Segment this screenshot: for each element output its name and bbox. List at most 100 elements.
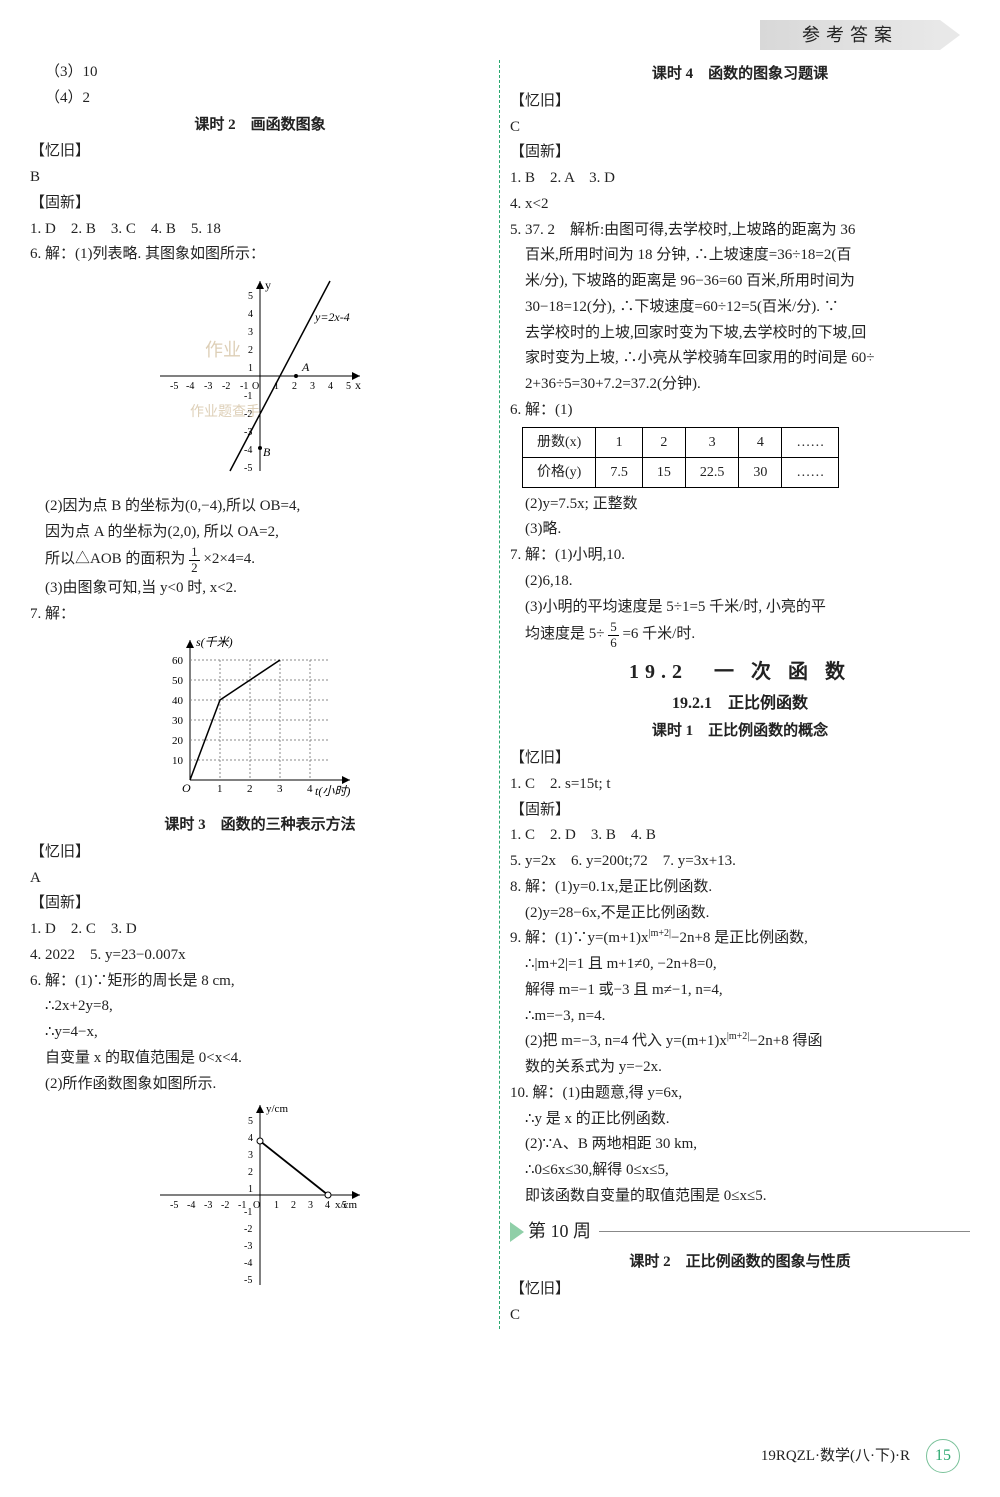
section-19-2-1: 19.2.1 正比例函数 — [510, 691, 970, 717]
lesson4-title: 课时 4 函数的图象习题课 — [510, 62, 970, 87]
page-number: 15 — [926, 1439, 960, 1473]
svg-text:2: 2 — [292, 381, 297, 392]
text-line: 百米,所用时间为 18 分钟, ∴上坡速度=36÷18=2(百 — [510, 243, 970, 268]
axis-label: x — [355, 378, 361, 392]
header-arrow — [940, 20, 960, 50]
svg-text:5: 5 — [248, 291, 253, 302]
svg-text:1: 1 — [274, 1200, 279, 1211]
text-line: 5. 37. 2 解析:由图可得,去学校时,上坡路的距离为 36 — [510, 218, 970, 243]
text-line: (2)所作函数图象如图所示. — [30, 1072, 490, 1097]
svg-text:3: 3 — [248, 327, 253, 338]
svg-text:-4: -4 — [244, 1258, 252, 1269]
header-tab: 参考答案 — [760, 20, 940, 50]
svg-text:2: 2 — [248, 345, 253, 356]
svg-text:O: O — [182, 781, 191, 795]
chart-3: y/cm x/cm -5-4-3 -2-1O 123 45 543 21 -1-… — [30, 1100, 490, 1299]
text-line: 因为点 A 的坐标为(2,0), 所以 OA=2, — [30, 520, 490, 545]
svg-text:1: 1 — [217, 783, 223, 795]
answer-line: 1. C 2. D 3. B 4. B — [510, 823, 970, 848]
svg-text:-3: -3 — [204, 1200, 212, 1211]
text-line: 家时变为上坡, ∴小亮从学校骑车回家用的时间是 60÷ — [510, 346, 970, 371]
lesson2b-title: 课时 2 正比例函数的图象与性质 — [510, 1250, 970, 1275]
text-line: (2)因为点 B 的坐标为(0,−4),所以 OB=4, — [30, 494, 490, 519]
svg-text:30: 30 — [172, 715, 184, 727]
section-bracket: 【忆旧】 — [510, 746, 970, 771]
text-line: 30−18=12(分), ∴下坡速度=60÷12=5(百米/分). ∵ — [510, 295, 970, 320]
answer-line: 1. C 2. s=15t; t — [510, 772, 970, 797]
footer: 19RQZL·数学(八·下)·R 15 — [761, 1439, 960, 1473]
chart-1: y x -5-4-3 -2-1O 123 45 543 21 -1-2-3 -4… — [30, 271, 490, 490]
svg-text:2: 2 — [247, 783, 253, 795]
svg-text:y/cm: y/cm — [266, 1103, 288, 1115]
text-line: ∴y=4−x, — [30, 1020, 490, 1045]
lesson2-title: 课时 2 画函数图象 — [30, 113, 490, 138]
svg-text:-5: -5 — [244, 463, 252, 474]
svg-text:-4: -4 — [244, 445, 252, 456]
section-bracket: 【忆旧】 — [30, 840, 490, 865]
text-line: 米/分), 下坡路的距离是 96−36=60 百米,所用时间为 — [510, 269, 970, 294]
section-19-2: 19.2 一 次 函 数 — [510, 656, 970, 689]
watermark: 作业 — [205, 340, 241, 360]
section-bracket: 【忆旧】 — [510, 1277, 970, 1302]
answer-line: C — [510, 1303, 970, 1328]
text-line: ∴m=−3, n=4. — [510, 1004, 970, 1029]
text-line: 自变量 x 的取值范围是 0<x<4. — [30, 1046, 490, 1071]
text-line: (2)把 m=−3, n=4 代入 y=(m+1)x|m+2|−2n+8 得函 — [510, 1029, 970, 1054]
answer-line: 4. x<2 — [510, 192, 970, 217]
svg-text:5: 5 — [342, 1200, 347, 1211]
svg-text:B: B — [263, 445, 271, 459]
svg-text:5: 5 — [346, 381, 351, 392]
svg-text:-2: -2 — [222, 381, 230, 392]
column-divider — [499, 60, 501, 1329]
svg-text:y=2x-4: y=2x-4 — [314, 310, 350, 324]
answer-line: 5. y=2x 6. y=200t;72 7. y=3x+13. — [510, 849, 970, 874]
week-label: 第 10 周 — [528, 1217, 591, 1247]
svg-text:3: 3 — [310, 381, 315, 392]
svg-text:3: 3 — [308, 1200, 313, 1211]
text-line: 7. 解：(1)小明,10. — [510, 543, 970, 568]
text-line: 6. 解：(1)∵矩形的周长是 8 cm, — [30, 969, 490, 994]
svg-text:-2: -2 — [244, 1224, 252, 1235]
text-line: ∴2x+2y=8, — [30, 994, 490, 1019]
section-bracket: 【固新】 — [510, 140, 970, 165]
lesson3-title: 课时 3 函数的三种表示方法 — [30, 813, 490, 838]
text-line: 10. 解：(1)由题意,得 y=6x, — [510, 1081, 970, 1106]
answer-line: A — [30, 866, 490, 891]
svg-text:-2: -2 — [221, 1200, 229, 1211]
svg-text:O: O — [253, 1200, 260, 1211]
week-marker: 第 10 周 — [510, 1217, 970, 1247]
text-line: ∴0≤6x≤30,解得 0≤x≤5, — [510, 1158, 970, 1183]
svg-text:-5: -5 — [170, 381, 178, 392]
text-line: 数的关系式为 y=−2x. — [510, 1055, 970, 1080]
right-column: 课时 4 函数的图象习题课 【忆旧】 C 【固新】 1. B 2. A 3. D… — [510, 60, 970, 1329]
chart-2: s(千米) t(小时) O 102030 405060 1234 — [30, 630, 490, 809]
text-line: （3）10 — [30, 60, 490, 85]
text-line: （4）2 — [30, 86, 490, 111]
text-line: (2)6,18. — [510, 569, 970, 594]
svg-text:50: 50 — [172, 675, 184, 687]
svg-text:3: 3 — [277, 783, 283, 795]
fraction: 56 — [608, 620, 619, 650]
svg-text:2: 2 — [291, 1200, 296, 1211]
svg-text:1: 1 — [248, 363, 253, 374]
text-line: 所以△AOB 的面积为 12 ×2×4=4. — [30, 545, 490, 575]
triangle-icon — [510, 1222, 524, 1242]
svg-text:4: 4 — [325, 1200, 330, 1211]
svg-text:5: 5 — [248, 1116, 253, 1127]
section-bracket: 【忆旧】 — [30, 139, 490, 164]
svg-text:-5: -5 — [244, 1275, 252, 1286]
svg-text:-5: -5 — [170, 1200, 178, 1211]
svg-text:1: 1 — [248, 1184, 253, 1195]
section-bracket: 【固新】 — [30, 891, 490, 916]
svg-text:-4: -4 — [187, 1200, 195, 1211]
answer-line: 1. D 2. C 3. D — [30, 917, 490, 942]
svg-text:40: 40 — [172, 695, 184, 707]
section-bracket: 【固新】 — [30, 191, 490, 216]
svg-text:A: A — [301, 360, 310, 374]
data-table: 册数(x)1 23 4…… 价格(y)7.5 1522.5 30…… — [522, 427, 839, 488]
svg-text:3: 3 — [248, 1150, 253, 1161]
svg-text:4: 4 — [248, 1133, 253, 1144]
watermark: 作业题查手 — [190, 404, 260, 420]
section-bracket: 【固新】 — [510, 798, 970, 823]
text-line: (3)由图象可知,当 y<0 时, x<2. — [30, 576, 490, 601]
